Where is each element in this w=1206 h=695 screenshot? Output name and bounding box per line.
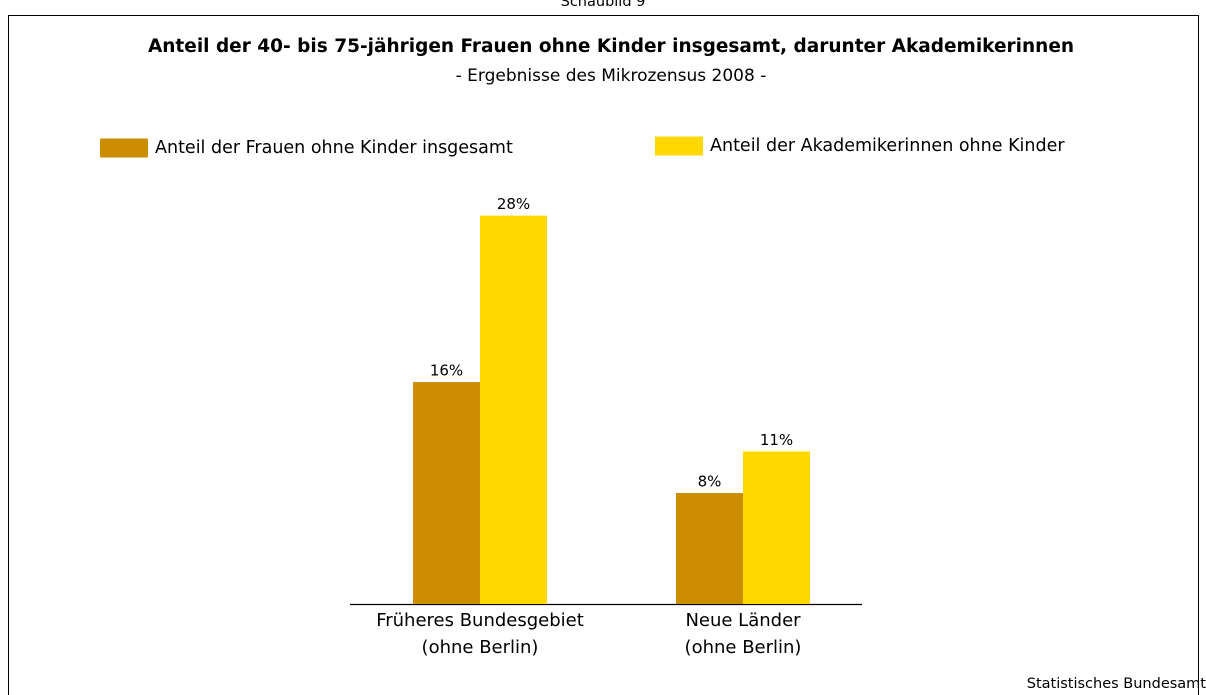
x-tick-label: (ohne Berlin) [422,637,539,658]
x-tick-label: Früheres Bundesgebiet [376,610,584,631]
bar [676,493,743,604]
data-label: 8% [698,473,722,491]
legend-label: Anteil der Akademikerinnen ohne Kinder [710,136,1065,156]
bar [480,215,547,604]
bar [743,451,810,604]
legend-label: Anteil der Frauen ohne Kinder insgesamt [155,138,513,158]
header: Schaubild 9 [561,0,646,10]
bar [413,382,480,604]
data-label: 16% [430,362,463,380]
frame [8,15,1199,695]
chart-subtitle: - Ergebnisse des Mikrozensus 2008 - [456,66,767,86]
legend-swatch [655,136,703,156]
x-tick-label: (ohne Berlin) [685,637,802,658]
chart-title: Anteil der 40- bis 75-jährigen Frauen oh… [148,36,1074,57]
legend-swatch [100,138,148,158]
data-label: 28% [497,195,530,213]
x-tick-label: Neue Länder [685,610,801,631]
data-label: 11% [760,431,793,449]
source: Statistisches Bundesamt [1027,676,1206,692]
